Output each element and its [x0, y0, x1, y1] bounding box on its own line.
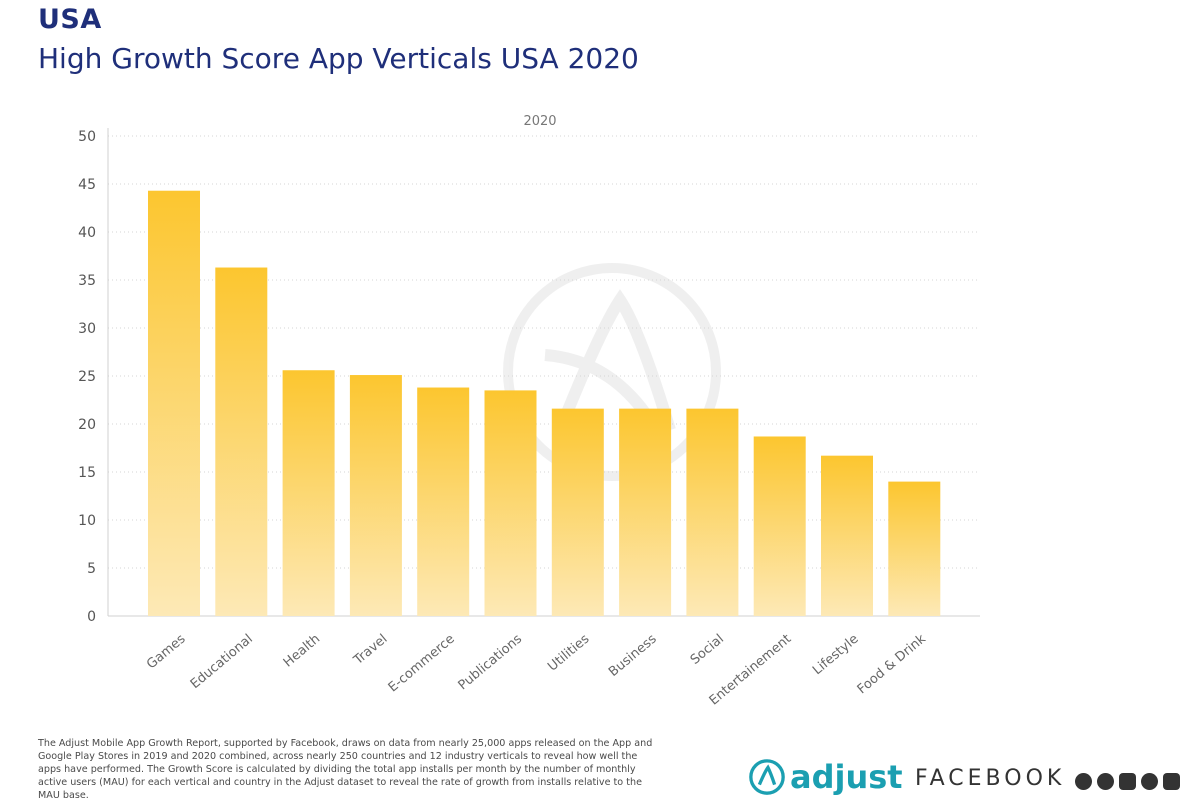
bar-e-commerce — [417, 387, 470, 616]
bar-chart: 0 5 10 15 20 25 30 35 40 45 50 Games Educational Hea… — [78, 114, 980, 709]
bar-business — [619, 408, 672, 616]
y-tick-label: 10 — [78, 513, 96, 529]
y-tick-label: 50 — [78, 129, 96, 145]
adjust-mark-icon — [749, 759, 785, 795]
watermark-logo — [503, 263, 721, 481]
y-tick-label: 15 — [78, 465, 96, 481]
x-tick-label: Publications — [456, 631, 526, 693]
facebook-icon[interactable] — [1075, 773, 1092, 790]
x-tick-label: Utilities — [545, 631, 592, 674]
oculus-icon[interactable] — [1163, 773, 1180, 790]
y-tick-label: 20 — [78, 417, 96, 433]
country-heading: USA — [38, 4, 102, 35]
y-tick-label: 5 — [87, 561, 96, 577]
x-tick-label: Health — [281, 632, 323, 671]
x-tick-label: Business — [606, 631, 660, 679]
bar-health — [282, 370, 335, 616]
whatsapp-icon[interactable] — [1141, 773, 1158, 790]
bar-lifestyle — [821, 455, 873, 616]
bar-travel — [349, 375, 402, 616]
facebook-wordmark[interactable]: FACEBOOK — [915, 766, 1066, 791]
x-tick-label: Social — [688, 632, 727, 668]
x-tick-label: Lifestyle — [810, 632, 861, 679]
adjust-wordmark: adjust — [790, 758, 903, 796]
chart-title: High Growth Score App Verticals USA 2020 — [38, 42, 639, 75]
adjust-logo[interactable]: adjust — [748, 758, 903, 796]
y-tick-label: 0 — [87, 609, 96, 625]
x-tick-label: Travel — [350, 632, 390, 669]
instagram-icon[interactable] — [1119, 773, 1136, 790]
x-tick-label: E-commerce — [386, 632, 458, 696]
y-tick-label: 30 — [78, 321, 96, 337]
y-tick-label: 45 — [78, 177, 96, 193]
y-tick-label: 35 — [78, 273, 96, 289]
y-tick-label: 40 — [78, 225, 96, 241]
bar-games — [148, 190, 200, 616]
x-tick-label: Educational — [188, 632, 256, 693]
bar-publications — [484, 390, 537, 616]
y-tick-label: 25 — [78, 369, 96, 385]
series-label: 2020 — [523, 114, 556, 129]
social-icons — [1075, 773, 1180, 790]
bar-food-drink — [888, 481, 941, 616]
bar-educational — [215, 267, 268, 616]
bar-social — [686, 408, 739, 616]
x-tick-label: Food & Drink — [855, 631, 930, 697]
x-tick-label: Games — [144, 631, 189, 672]
bar-utilities — [551, 408, 604, 616]
messenger-icon[interactable] — [1097, 773, 1114, 790]
bar-entertainement — [753, 436, 806, 616]
footnote: The Adjust Mobile App Growth Report, sup… — [38, 738, 653, 801]
